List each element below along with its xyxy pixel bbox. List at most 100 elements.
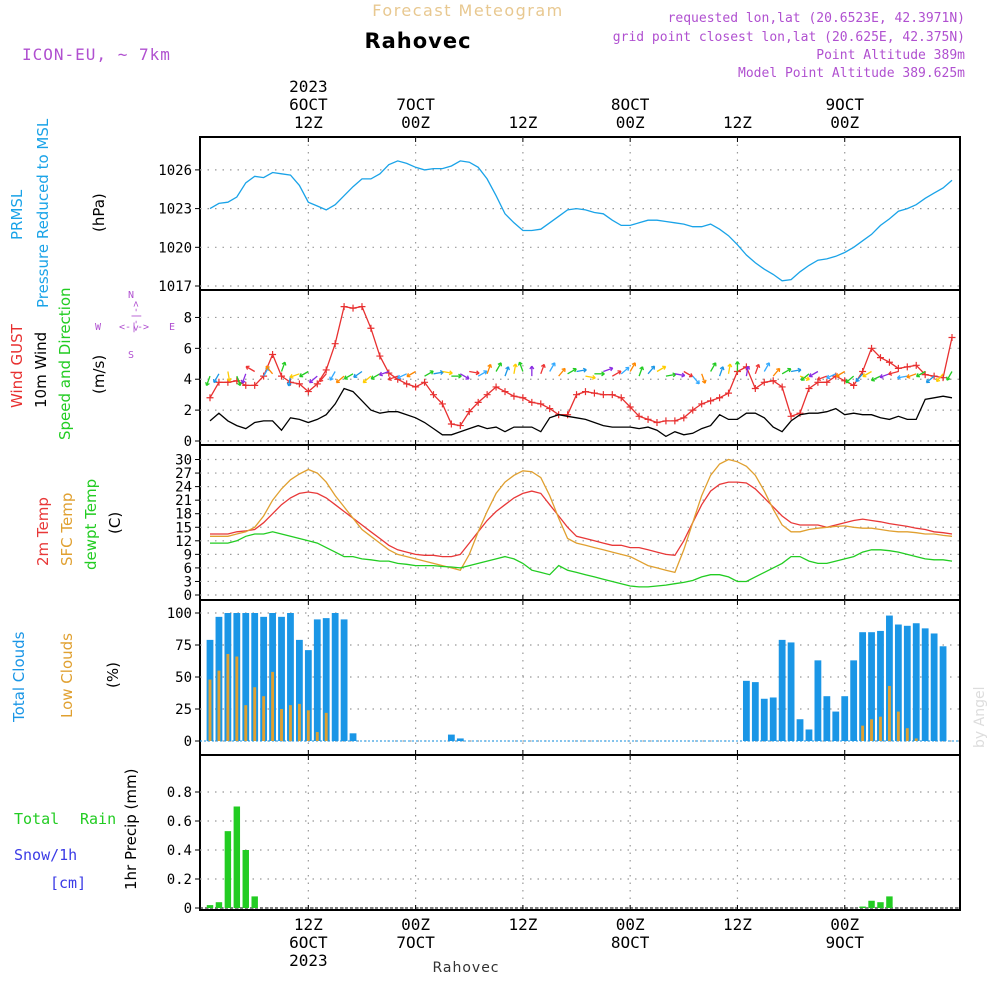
wind-arrowhead	[855, 377, 860, 383]
bar-total-clouds	[751, 682, 759, 741]
wind-arrowhead	[681, 372, 686, 378]
y-tick-label: 8	[184, 310, 192, 326]
rain-label: Rain	[80, 810, 116, 828]
panel-clouds: 0 25 50 75 100	[167, 599, 961, 756]
wind-arrow	[388, 375, 398, 381]
bar-total-clouds	[322, 618, 330, 741]
wind-arrowhead	[734, 361, 740, 365]
gust-marker	[331, 340, 339, 348]
wind-arrowhead	[529, 365, 535, 370]
wind-arrow	[826, 373, 837, 379]
wind-arrowhead	[240, 379, 246, 384]
gust-marker	[868, 344, 876, 352]
wind-arrowhead	[517, 361, 523, 366]
requested-coords: requested lon,lat (20.6523E, 42.3971N)	[668, 11, 965, 26]
wind10-label: 10m Wind	[32, 332, 50, 408]
wind-arrowhead	[650, 365, 656, 370]
gust-marker	[921, 371, 929, 379]
wind-arrowhead	[343, 375, 348, 380]
y-tick-label: 4	[184, 372, 192, 388]
bar-low-clouds	[887, 685, 891, 741]
bottom-axis-day: 6OCT	[289, 933, 328, 952]
wind-arrowhead	[835, 373, 840, 378]
bar-rain	[233, 806, 241, 908]
wind-unit: (m/s)	[90, 355, 108, 394]
y-tick-label: 0.6	[167, 814, 192, 830]
bar-low-clouds	[244, 705, 248, 741]
wind-arrowhead	[397, 374, 402, 380]
y-tick-label: 1026	[158, 163, 192, 179]
wind-arrowhead	[631, 362, 637, 367]
wind-arrowhead	[816, 376, 821, 382]
top-axis-day: 6OCT	[289, 95, 328, 114]
wind-arrowhead	[551, 362, 556, 367]
top-axis-year: 2023	[289, 77, 328, 96]
y-tick-label: 2	[184, 403, 192, 419]
wind-arrowhead	[205, 381, 210, 387]
y-tick-label: 1023	[158, 202, 192, 218]
wind-arrowhead	[601, 371, 605, 377]
wind-arrowhead	[719, 366, 725, 371]
top-axis-day: 7OCT	[396, 95, 435, 114]
bar-total-clouds	[832, 711, 840, 741]
panel-precip: 0 0.2 0.4 0.6 0.8	[167, 754, 961, 917]
bar-low-clouds	[297, 703, 301, 741]
y-tick-label: 1017	[158, 279, 192, 295]
top-axis-hour: 00Z	[616, 113, 645, 132]
gust-marker	[698, 400, 706, 408]
gust-marker	[662, 417, 670, 425]
bar-total-clouds	[859, 632, 866, 741]
wind-arrow	[665, 373, 676, 377]
wind-arrow	[692, 375, 700, 385]
gust-marker	[823, 378, 831, 386]
wind-arrow	[329, 371, 336, 381]
bar-rain	[877, 902, 884, 908]
bar-low-clouds	[324, 712, 328, 741]
bottom-axis-hour: 12Z	[508, 915, 537, 934]
gust-marker	[581, 388, 589, 396]
gust-marker	[796, 409, 804, 417]
wind-arrow	[745, 366, 749, 377]
wind-arrowhead	[888, 371, 893, 376]
wind-gust-label: Wind GUST	[8, 323, 26, 408]
top-axis-day: 8OCT	[611, 95, 650, 114]
bar-low-clouds	[289, 705, 292, 741]
wind-arrow	[763, 362, 770, 372]
low-clouds-label: Low Clouds	[58, 633, 76, 718]
bar-total-clouds	[304, 650, 312, 741]
grid-point-coords: grid point closest lon,lat (20.625E, 42.…	[613, 30, 965, 45]
gust-marker	[421, 378, 429, 386]
watermark: by Angel	[972, 687, 988, 748]
bar-total-clouds	[796, 719, 804, 741]
gust-marker	[242, 381, 250, 389]
bar-total-clouds	[841, 696, 849, 741]
bar-rain	[206, 905, 214, 908]
bar-low-clouds	[315, 732, 319, 741]
wind-arrow	[611, 370, 622, 377]
gust-marker	[403, 380, 411, 388]
wind-arrowhead	[617, 370, 622, 375]
bar-low-clouds	[306, 710, 310, 741]
bar-total-clouds	[939, 646, 947, 741]
bar-rain	[886, 896, 893, 908]
footer-location: Rahovec	[432, 960, 499, 976]
bar-low-clouds	[208, 679, 212, 741]
wind-arrowhead	[755, 363, 761, 368]
gust-marker	[617, 394, 625, 402]
bottom-axis-day: 8OCT	[611, 933, 650, 952]
wind-arrowhead	[281, 361, 287, 366]
gust-marker	[805, 384, 813, 392]
wind-arrow	[879, 373, 890, 378]
bar-low-clouds	[905, 728, 909, 741]
wind-arrowhead	[727, 363, 733, 368]
wind-arrow	[540, 364, 545, 375]
y-tick-label: 75	[175, 638, 192, 654]
wind-arrow	[245, 365, 256, 373]
gust-marker	[367, 324, 375, 332]
prmsl-label: PRMSL	[8, 189, 26, 240]
panel-pressure: 1017 1020 1023 1026	[158, 136, 961, 295]
wind-arrow	[781, 368, 792, 375]
wind-arrowhead	[925, 379, 931, 384]
bar-total-clouds	[296, 639, 303, 741]
